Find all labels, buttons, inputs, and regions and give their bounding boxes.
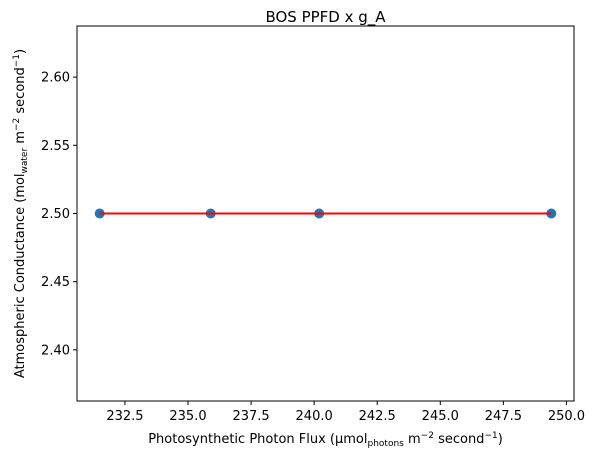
y-axis-label-sup2: −1 bbox=[12, 54, 22, 67]
y-tick-label: 2.50 bbox=[41, 207, 70, 222]
chart-title: BOS PPFD x g_A bbox=[265, 8, 386, 27]
y-axis-label-middle2: second bbox=[13, 67, 28, 118]
y-axis-ticks: 2.40 2.45 2.50 2.55 2.60 bbox=[41, 71, 77, 358]
x-tick-label: 237.5 bbox=[232, 409, 269, 424]
x-axis-label-sub: photons bbox=[368, 439, 405, 449]
x-tick-label: 250.0 bbox=[548, 409, 585, 424]
x-tick-label: 242.5 bbox=[359, 409, 396, 424]
plot-frame bbox=[76, 25, 575, 402]
x-axis-label-prefix: Photosynthetic Photon Flux (µmol bbox=[148, 432, 367, 447]
series-layer bbox=[94, 208, 557, 219]
y-axis-label-prefix: Atmospheric Conductance (mol bbox=[13, 173, 28, 378]
x-tick-label: 247.5 bbox=[485, 409, 522, 424]
x-axis-label-sup1: −2 bbox=[421, 431, 434, 441]
x-axis-label-suffix: ) bbox=[498, 432, 503, 447]
x-tick-label: 245.0 bbox=[422, 409, 459, 424]
y-axis-label-sub: water bbox=[20, 148, 30, 174]
x-axis-label-middle2: second bbox=[434, 432, 485, 447]
y-axis-label-suffix: ) bbox=[13, 49, 28, 54]
y-tick-label: 2.45 bbox=[41, 275, 70, 290]
y-axis-label-sup1: −2 bbox=[12, 118, 22, 131]
y-axis-label-middle: m bbox=[13, 131, 28, 148]
y-tick-label: 2.60 bbox=[41, 71, 70, 86]
x-axis-label-sup2: −1 bbox=[484, 431, 497, 441]
y-tick-label: 2.40 bbox=[41, 343, 70, 358]
y-tick-label: 2.55 bbox=[41, 139, 70, 154]
x-tick-label: 240.0 bbox=[296, 409, 333, 424]
x-tick-label: 235.0 bbox=[169, 409, 206, 424]
x-axis-ticks: 232.5 235.0 237.5 240.0 242.5 245.0 247.5 250.0 bbox=[106, 401, 585, 424]
x-axis-label: Photosynthetic Photon Flux (µmolphotons … bbox=[148, 431, 503, 449]
x-axis-label-middle: m bbox=[404, 432, 421, 447]
y-axis-label: Atmospheric Conductance (molwater m−2 se… bbox=[12, 49, 30, 378]
x-tick-label: 232.5 bbox=[106, 409, 143, 424]
